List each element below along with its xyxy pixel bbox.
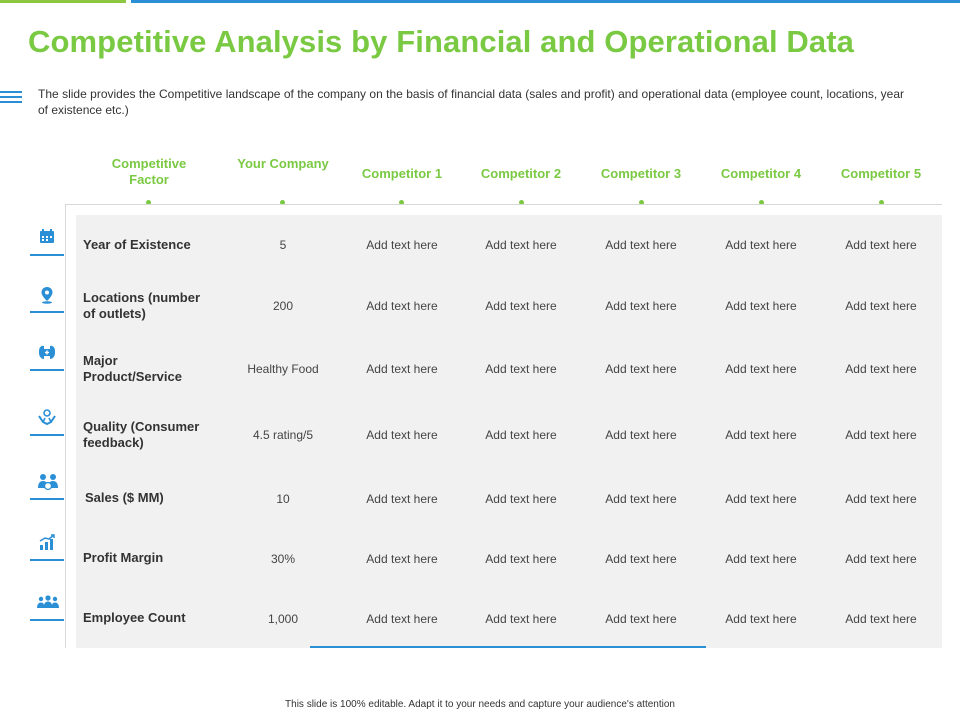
- table-cell: Add text here: [485, 552, 557, 566]
- table-cell: 200: [272, 299, 294, 313]
- growth-chart-icon: [30, 533, 64, 561]
- table-cell: Add text here: [366, 362, 438, 376]
- table-cell: Add text here: [725, 428, 797, 442]
- table-cell: 1,000: [267, 612, 299, 626]
- table-cell: Add text here: [485, 428, 557, 442]
- table-cell: Add text here: [366, 299, 438, 313]
- team-sales-icon: [30, 472, 64, 500]
- table-cell: Add text here: [605, 552, 677, 566]
- row-label-employee-count: Employee Count: [83, 610, 186, 625]
- table-cell: Add text here: [366, 492, 438, 506]
- column-marker-dot: [146, 200, 151, 205]
- table-cell: Add text here: [725, 238, 797, 252]
- table-cell: Add text here: [605, 492, 677, 506]
- table-cell: Healthy Food: [247, 362, 319, 376]
- table-cell: Add text here: [485, 238, 557, 252]
- column-marker-dot: [280, 200, 285, 205]
- row-label-year-of-existence: Year of Existence: [83, 237, 191, 252]
- column-header-competitor-4: Competitor 4: [720, 166, 802, 181]
- row-label-sales: Sales ($ MM): [85, 490, 164, 505]
- table-cell: Add text here: [366, 552, 438, 566]
- footer-note: This slide is 100% editable. Adapt it to…: [285, 699, 675, 710]
- table-bottom-accent: [310, 646, 706, 648]
- column-header-competitor-3: Competitor 3: [600, 166, 682, 181]
- table-cell: Add text here: [845, 238, 917, 252]
- column-marker-dot: [519, 200, 524, 205]
- table-cell: Add text here: [725, 552, 797, 566]
- table-cell: 10: [276, 492, 290, 506]
- top-accent-bar-green: [0, 0, 126, 3]
- table-cell: Add text here: [605, 299, 677, 313]
- product-box-icon: [30, 343, 64, 371]
- location-pin-icon: [30, 285, 64, 313]
- column-marker-dot: [759, 200, 764, 205]
- table-cell: 5: [279, 238, 287, 252]
- column-marker-dot: [399, 200, 404, 205]
- column-marker-dot: [639, 200, 644, 205]
- table-cell: Add text here: [366, 612, 438, 626]
- column-header-competitor-1: Competitor 1: [361, 166, 443, 181]
- table-cell: Add text here: [725, 299, 797, 313]
- table-left-border: [65, 204, 66, 648]
- calendar-icon: [30, 228, 64, 256]
- column-header-competitor-2: Competitor 2: [480, 166, 562, 181]
- table-cell: Add text here: [485, 612, 557, 626]
- table-cell: 4.5 rating/5: [252, 428, 314, 442]
- row-label-major-product-service: Major Product/Service: [83, 353, 182, 384]
- table-cell: Add text here: [845, 299, 917, 313]
- table-cell: 30%: [270, 552, 296, 566]
- top-accent-bar-blue: [131, 0, 960, 3]
- hands-feedback-icon: [30, 408, 64, 436]
- table-cell: Add text here: [366, 238, 438, 252]
- table-cell: Add text here: [485, 299, 557, 313]
- table-cell: Add text here: [605, 612, 677, 626]
- column-header-competitive-factor: Competitive Factor: [111, 156, 187, 187]
- table-cell: Add text here: [845, 362, 917, 376]
- table-cell: Add text here: [485, 362, 557, 376]
- table-cell: Add text here: [485, 492, 557, 506]
- employees-group-icon: [30, 593, 64, 621]
- table-cell: Add text here: [605, 428, 677, 442]
- table-cell: Add text here: [725, 362, 797, 376]
- table-cell: Add text here: [725, 492, 797, 506]
- row-label-profit-margin: Profit Margin: [83, 550, 164, 565]
- table-cell: Add text here: [605, 238, 677, 252]
- row-label-quality: Quality (Consumer feedback): [83, 419, 200, 450]
- header-divider: [65, 204, 942, 205]
- table-cell: Add text here: [725, 612, 797, 626]
- row-label-locations: Locations (number of outlets): [83, 290, 201, 321]
- column-header-your-company: Your Company: [237, 156, 329, 171]
- column-marker-dot: [879, 200, 884, 205]
- table-cell: Add text here: [605, 362, 677, 376]
- slide-description: The slide provides the Competitive lands…: [38, 87, 904, 117]
- column-header-competitor-5: Competitor 5: [840, 166, 922, 181]
- table-cell: Add text here: [845, 428, 917, 442]
- page-title: Competitive Analysis by Financial and Op…: [28, 24, 854, 59]
- table-cell: Add text here: [845, 612, 917, 626]
- table-cell: Add text here: [845, 492, 917, 506]
- table-body: [76, 215, 942, 648]
- table-cell: Add text here: [845, 552, 917, 566]
- menu-icon[interactable]: [0, 91, 22, 107]
- table-cell: Add text here: [366, 428, 438, 442]
